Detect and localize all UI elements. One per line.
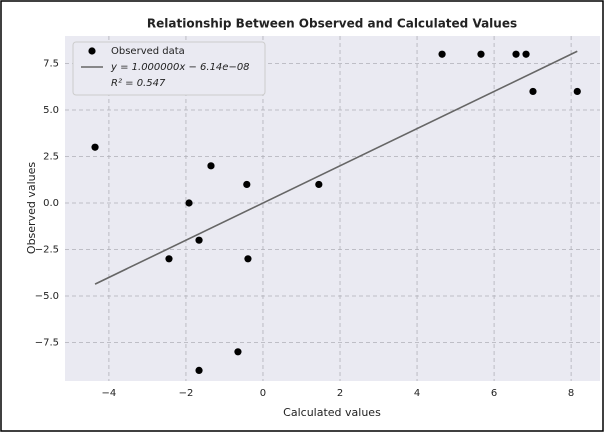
data-point [529,87,537,96]
chart-title: Relationship Between Observed and Calcul… [147,17,517,31]
data-point [195,236,203,244]
legend-box [72,41,266,96]
data-point [522,50,530,58]
data-point [165,255,173,263]
data-point [207,162,215,170]
data-point [512,50,520,58]
y-tick-label: 2.5 [43,152,59,163]
data-point [573,87,581,96]
x-tick-label: −2 [179,388,194,399]
y-tick-label: −2.5 [35,245,59,256]
data-point [185,199,193,207]
y-tick-label: −7.5 [35,338,59,349]
x-axis-label: Calculated values [283,406,381,419]
y-tick-label: −5.0 [35,291,59,302]
data-point [315,180,323,189]
data-point [477,50,485,58]
x-tick-label: 0 [260,388,266,399]
legend-label: Observed data [111,46,185,57]
x-tick-label: −4 [102,388,117,399]
legend-label: y = 1.000000x − 6.14e−08 [110,62,250,73]
data-point [244,255,252,263]
data-point [91,143,99,151]
data-point [195,366,203,374]
data-point [243,180,251,189]
data-point [234,348,242,356]
x-tick-label: 4 [414,388,420,399]
y-axis-label: Observed values [25,162,38,254]
x-tick-label: 6 [491,388,497,399]
fit-line [94,50,578,285]
x-tick-label: 2 [337,388,343,399]
x-tick-label: 8 [568,388,574,399]
annotation: R² = 0.547 [111,78,166,89]
y-tick-label: 7.5 [43,59,59,70]
data-point [438,50,446,58]
y-tick-label: 5.0 [43,105,59,116]
y-tick-label: 0.0 [43,198,59,209]
legend-swatch [88,47,96,55]
